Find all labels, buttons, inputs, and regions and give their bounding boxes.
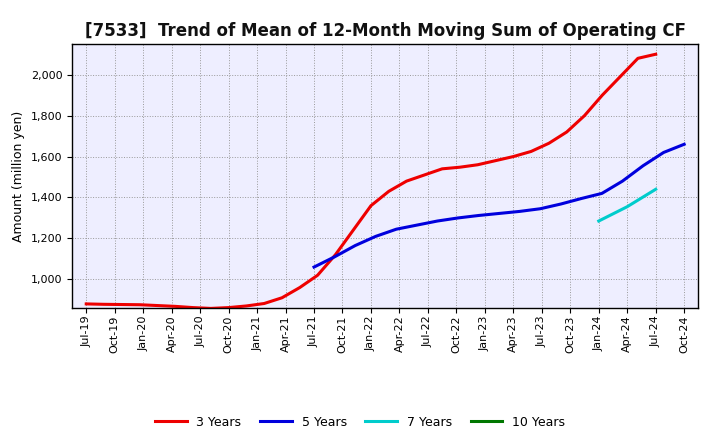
- 3 Years: [438, 166, 446, 172]
- 5 Years: [330, 254, 339, 260]
- 7 Years: [595, 218, 603, 224]
- 7 Years: [623, 204, 631, 209]
- 3 Years: [242, 303, 251, 308]
- Title: [7533]  Trend of Mean of 12-Month Moving Sum of Operating CF: [7533] Trend of Mean of 12-Month Moving …: [85, 22, 685, 40]
- 3 Years: [82, 301, 91, 307]
- 3 Years: [562, 129, 571, 135]
- 3 Years: [153, 303, 162, 308]
- Line: 7 Years: 7 Years: [599, 189, 656, 221]
- 3 Years: [349, 227, 358, 233]
- 3 Years: [295, 285, 304, 290]
- 3 Years: [366, 203, 375, 208]
- 3 Years: [99, 302, 108, 307]
- 3 Years: [384, 189, 393, 194]
- 5 Years: [557, 202, 565, 207]
- Y-axis label: Amount (million yen): Amount (million yen): [12, 110, 25, 242]
- 5 Years: [413, 223, 421, 228]
- 3 Years: [527, 149, 536, 154]
- Line: 5 Years: 5 Years: [314, 144, 684, 267]
- 3 Years: [580, 113, 589, 118]
- 7 Years: [652, 187, 660, 192]
- 5 Years: [598, 191, 606, 196]
- 5 Years: [660, 150, 668, 155]
- 5 Years: [577, 196, 585, 201]
- 3 Years: [171, 304, 179, 309]
- 3 Years: [225, 305, 233, 310]
- 5 Years: [618, 179, 627, 184]
- 3 Years: [117, 302, 126, 307]
- 3 Years: [474, 162, 482, 167]
- 5 Years: [536, 206, 544, 211]
- 5 Years: [474, 213, 483, 218]
- 5 Years: [454, 215, 462, 220]
- 3 Years: [135, 302, 144, 308]
- 3 Years: [402, 179, 411, 184]
- 5 Years: [392, 227, 400, 232]
- 5 Years: [680, 142, 688, 147]
- 5 Years: [639, 163, 647, 169]
- 3 Years: [544, 141, 553, 146]
- 5 Years: [495, 211, 503, 216]
- 3 Years: [420, 172, 428, 178]
- 3 Years: [509, 154, 518, 159]
- 3 Years: [189, 305, 197, 310]
- 3 Years: [456, 165, 464, 170]
- 3 Years: [260, 301, 269, 306]
- 3 Years: [313, 273, 322, 278]
- 5 Years: [310, 264, 318, 270]
- 3 Years: [652, 51, 660, 57]
- 5 Years: [433, 218, 442, 224]
- 3 Years: [616, 74, 624, 79]
- 5 Years: [516, 209, 524, 214]
- 5 Years: [351, 243, 359, 248]
- Legend: 3 Years, 5 Years, 7 Years, 10 Years: 3 Years, 5 Years, 7 Years, 10 Years: [150, 411, 570, 434]
- 3 Years: [491, 158, 500, 163]
- 3 Years: [207, 306, 215, 311]
- 3 Years: [634, 56, 642, 61]
- 3 Years: [331, 252, 340, 257]
- Line: 3 Years: 3 Years: [86, 54, 656, 308]
- 5 Years: [372, 234, 380, 239]
- 3 Years: [598, 92, 607, 98]
- 3 Years: [278, 295, 287, 301]
